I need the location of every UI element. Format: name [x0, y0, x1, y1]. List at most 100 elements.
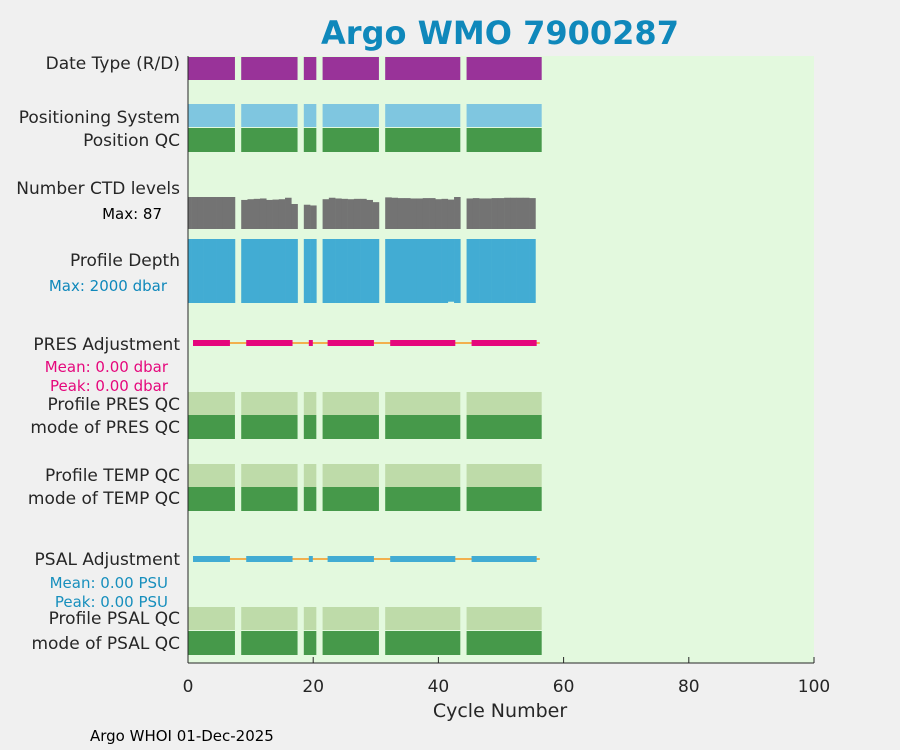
positioning-system-bar-4 [385, 104, 461, 127]
profile-depth-bar-41 [441, 239, 449, 303]
ctd-levels-bar-5 [216, 197, 223, 229]
mode-of-pres-qc-bar-2 [303, 415, 317, 439]
row-label-number-ctd-levels: Number CTD levels [16, 179, 180, 199]
ctd-levels-bar-49 [491, 198, 499, 229]
profile-depth-bar-15 [278, 239, 286, 303]
ctd-levels-bar-0 [188, 197, 192, 229]
profile-depth-bar-32 [385, 239, 392, 303]
mode-of-temp-qc-bar-2 [303, 487, 317, 511]
ctd-levels-bar-48 [485, 198, 492, 229]
ctd-levels-bar-41 [441, 198, 449, 229]
mode-of-psal-qc-bar-3 [322, 631, 379, 655]
ctd-levels-bar-15 [278, 199, 286, 229]
ctd-levels-bar-25 [341, 198, 348, 229]
ctd-levels-bar-4 [209, 197, 217, 229]
profile-depth-bar-17 [291, 239, 298, 303]
profile-depth-bar-20 [310, 239, 317, 303]
date-type-r-d-bar-1 [241, 57, 298, 80]
ctd-levels-bar-32 [385, 197, 392, 229]
profile-depth-bar-25 [341, 239, 348, 303]
ctd-levels-bar-33 [391, 197, 399, 229]
ctd-levels-bar-27 [353, 198, 361, 229]
profile-depth-bar-30 [372, 239, 380, 303]
date-type-r-d-bar-5 [466, 57, 542, 80]
date-type-r-d-bar-4 [385, 57, 461, 80]
psal-mean-label: Mean: 0.00 PSU [50, 574, 168, 592]
mode-of-temp-qc-bar-1 [241, 487, 298, 511]
x-tick-label-80: 80 [678, 677, 700, 697]
ctd-levels-bar-50 [497, 198, 505, 229]
ctd-levels-bar-1 [191, 197, 198, 229]
ctd-levels-bar-28 [360, 198, 367, 229]
psal-adjustment-bar-5 [471, 556, 537, 562]
row-label-profile-temp-qc: Profile TEMP QC [45, 466, 180, 486]
positioning-system-bar-5 [466, 104, 542, 127]
mode-of-psal-qc-bar-5 [466, 631, 542, 655]
mode-of-pres-qc-bar-4 [385, 415, 461, 439]
profile-depth-bar-28 [360, 239, 367, 303]
profile-depth-bar-51 [504, 239, 511, 303]
ctd-levels-bar-42 [447, 199, 455, 229]
profile-depth-bar-53 [516, 239, 524, 303]
ctd-levels-bar-53 [516, 197, 524, 229]
ctd-levels-bar-37 [416, 198, 424, 229]
profile-temp-qc-bar-1 [241, 464, 298, 487]
mode-of-psal-qc-bar-2 [303, 631, 317, 655]
positioning-system-bar-2 [303, 104, 317, 127]
mode-of-pres-qc-bar-0 [188, 415, 235, 439]
position-qc-bar-2 [303, 128, 317, 152]
profile-temp-qc-bar-4 [385, 464, 461, 487]
x-tick-label-100: 100 [798, 677, 830, 697]
profile-psal-qc-bar-1 [241, 607, 298, 630]
profile-depth-bar-4 [209, 239, 217, 303]
profile-depth-bar-6 [222, 239, 229, 303]
profile-depth-bar-42 [447, 239, 455, 302]
profile-temp-qc-bar-5 [466, 464, 542, 487]
psal-adjustment-bar-2 [308, 556, 313, 562]
x-axis-label: Cycle Number [433, 700, 567, 722]
pres-adjustment-bar-4 [390, 340, 456, 346]
ctd-levels-max-label: Max: 87 [102, 205, 162, 223]
pres-peak-label: Peak: 0.00 dbar [50, 377, 169, 395]
psal-adjustment-bar-4 [390, 556, 456, 562]
row-label-mode-of-temp-qc: mode of TEMP QC [28, 489, 180, 509]
position-qc-bar-4 [385, 128, 461, 152]
profile-depth-bar-5 [216, 239, 223, 303]
ctd-levels-bar-6 [222, 197, 229, 229]
profile-psal-qc-bar-5 [466, 607, 542, 630]
mode-of-pres-qc-bar-1 [241, 415, 298, 439]
mode-of-temp-qc-bar-0 [188, 487, 235, 511]
profile-depth-bar-10 [247, 239, 255, 303]
mode-of-temp-qc-bar-5 [466, 487, 542, 511]
ctd-levels-bar-17 [291, 203, 298, 229]
ctd-levels-bar-47 [479, 198, 486, 229]
profile-depth-bar-27 [353, 239, 361, 303]
profile-depth-bar-12 [259, 239, 267, 303]
x-tick-label-60: 60 [553, 677, 575, 697]
ctd-levels-bar-40 [435, 199, 442, 229]
profile-depth-bar-16 [285, 239, 292, 303]
ctd-levels-bar-13 [266, 199, 273, 229]
profile-depth-bar-1 [191, 239, 198, 303]
profile-depth-bar-33 [391, 239, 399, 303]
profile-depth-bar-23 [328, 239, 336, 303]
profile-temp-qc-bar-3 [322, 464, 379, 487]
ctd-levels-bar-7 [228, 197, 236, 229]
profile-depth-bar-40 [435, 239, 442, 303]
pres-adjustment-bar-3 [327, 340, 374, 346]
pres-adjustment-bar-2 [308, 340, 313, 346]
profile-psal-qc-bar-4 [385, 607, 461, 630]
ctd-levels-bar-34 [397, 198, 405, 229]
ctd-levels-bar-14 [272, 199, 280, 229]
profile-psal-qc-bar-0 [188, 607, 235, 630]
profile-depth-bar-55 [529, 239, 536, 303]
psal-adjustment-bar-3 [327, 556, 374, 562]
ctd-levels-bar-46 [472, 198, 480, 229]
ctd-levels-bar-35 [403, 198, 411, 229]
pres-adjustment-bar-5 [471, 340, 537, 346]
profile-temp-qc-bar-0 [188, 464, 235, 487]
positioning-system-bar-0 [188, 104, 235, 127]
ctd-levels-bar-11 [253, 198, 261, 229]
profile-depth-bar-45 [466, 239, 474, 303]
psal-adjustment-bar-0 [193, 556, 230, 562]
